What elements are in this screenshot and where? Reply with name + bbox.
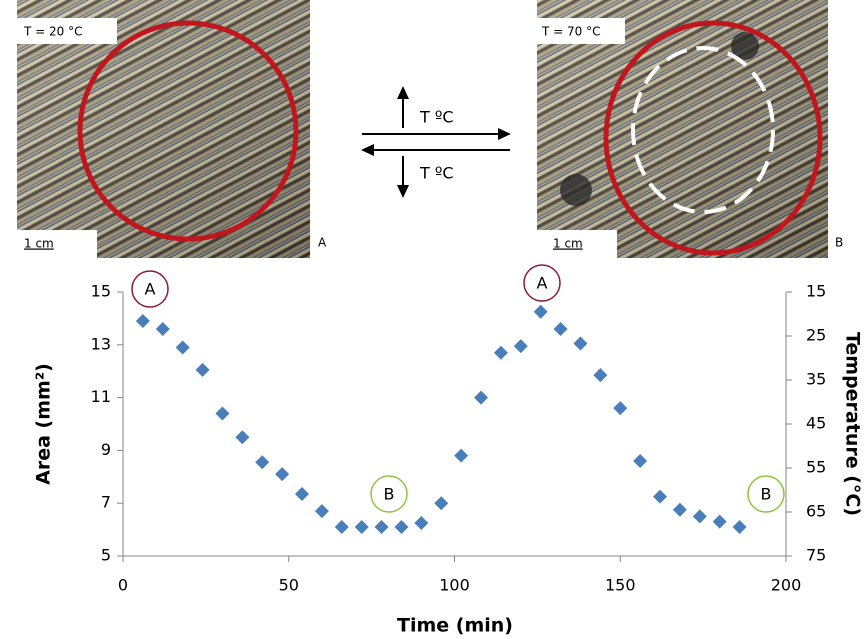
annotation-circle bbox=[523, 264, 561, 302]
y-tick-label: 13 bbox=[91, 334, 111, 353]
data-point bbox=[235, 430, 250, 445]
data-point bbox=[394, 519, 409, 534]
y-tick-label: 5 bbox=[101, 546, 111, 565]
data-point bbox=[593, 368, 608, 383]
data-point bbox=[175, 340, 190, 355]
panel-letter: A bbox=[318, 236, 327, 250]
data-point bbox=[314, 504, 329, 519]
y2-axis-title: Temperature (°C) bbox=[842, 332, 864, 516]
x-tick-label: 150 bbox=[605, 576, 636, 595]
annotation: B bbox=[384, 485, 395, 504]
data-point bbox=[215, 406, 230, 421]
photo-b: T = 70 °C 1 cm B bbox=[537, 0, 843, 258]
photo-label: T = 70 °C bbox=[541, 25, 600, 39]
data-point bbox=[573, 336, 588, 351]
data-point bbox=[653, 489, 668, 504]
data-point bbox=[732, 519, 747, 534]
y-tick-label: 15 bbox=[91, 282, 111, 301]
data-point bbox=[414, 516, 429, 530]
data-point bbox=[493, 345, 508, 360]
scale-label: 1 cm bbox=[24, 237, 54, 251]
data-point bbox=[195, 362, 210, 377]
y2-tick-label: 15 bbox=[806, 282, 826, 301]
arrow-label: T ºC bbox=[419, 164, 454, 183]
data-point bbox=[672, 502, 687, 517]
data-point bbox=[474, 390, 489, 405]
arrow-label: T ºC bbox=[419, 108, 454, 127]
annotation-circle bbox=[131, 270, 169, 308]
x-tick-label: 200 bbox=[771, 576, 802, 595]
data-point bbox=[513, 339, 528, 354]
data-point bbox=[533, 304, 548, 319]
y2-tick-label: 45 bbox=[806, 414, 826, 433]
y-tick-label: 9 bbox=[101, 440, 111, 459]
data-point bbox=[255, 455, 270, 470]
y-tick-label: 7 bbox=[101, 493, 111, 512]
y2-tick-label: 55 bbox=[806, 458, 826, 477]
x-tick-label: 100 bbox=[439, 576, 470, 595]
data-point bbox=[712, 514, 727, 529]
scale-label: 1 cm bbox=[553, 237, 583, 251]
data-point bbox=[454, 448, 469, 463]
annotation: B bbox=[761, 485, 772, 504]
data-point bbox=[295, 486, 310, 501]
annotation-circle bbox=[747, 475, 785, 513]
data-point bbox=[275, 467, 290, 482]
data-point bbox=[374, 519, 389, 534]
x-tick-label: 0 bbox=[118, 576, 128, 595]
photo-a: T = 20 °C 1 cm A bbox=[17, 0, 327, 258]
y-tick-label: 11 bbox=[91, 387, 111, 406]
arrows bbox=[361, 86, 511, 198]
data-point bbox=[633, 453, 648, 468]
y2-tick-label: 65 bbox=[806, 502, 826, 521]
annotation: A bbox=[145, 280, 156, 299]
x-tick-label: 50 bbox=[279, 576, 299, 595]
x-axis-title: Time (min) bbox=[397, 615, 513, 637]
data-point bbox=[354, 519, 369, 534]
y2-tick-label: 35 bbox=[806, 370, 826, 389]
y-axis-title: Area (mm²) bbox=[33, 363, 55, 485]
annotation: A bbox=[537, 274, 548, 293]
data-point bbox=[334, 519, 349, 534]
data-point bbox=[135, 314, 150, 329]
panel-letter: B bbox=[835, 236, 843, 250]
y2-tick-label: 75 bbox=[806, 546, 826, 565]
annotation-circle bbox=[370, 475, 408, 513]
data-point bbox=[155, 321, 170, 336]
data-point bbox=[613, 401, 628, 416]
y2-tick-label: 25 bbox=[806, 326, 826, 345]
photo-label: T = 20 °C bbox=[23, 25, 82, 39]
data-point bbox=[434, 496, 449, 511]
data-point bbox=[692, 509, 707, 524]
data-point bbox=[553, 321, 568, 336]
